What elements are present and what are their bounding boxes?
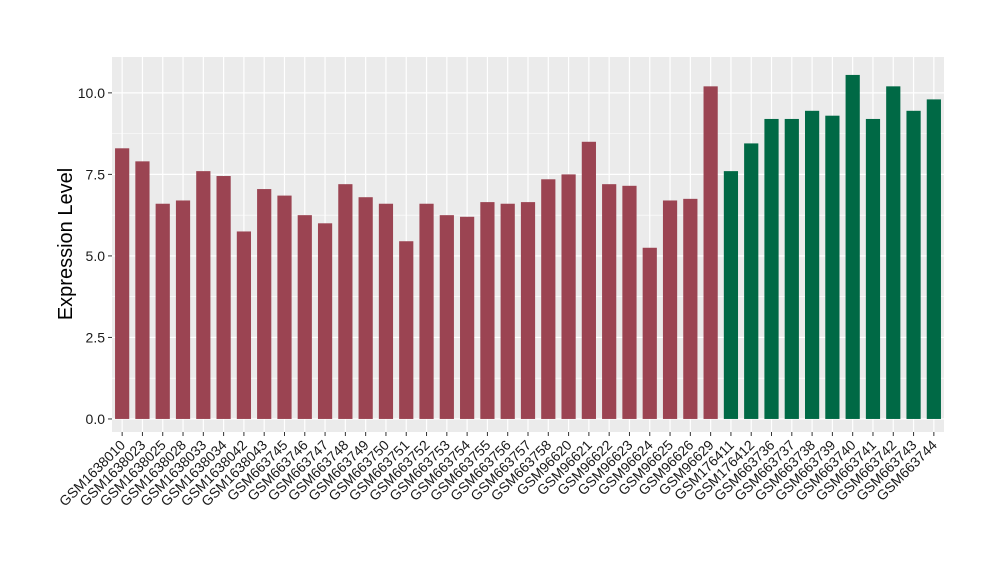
bar bbox=[419, 203, 434, 419]
bar bbox=[500, 203, 515, 419]
bar bbox=[155, 203, 170, 419]
bar bbox=[602, 184, 617, 419]
bar bbox=[439, 215, 454, 419]
bar bbox=[764, 118, 779, 419]
bar bbox=[115, 148, 130, 419]
bar bbox=[175, 200, 191, 419]
bar bbox=[135, 161, 150, 419]
bar bbox=[845, 74, 860, 419]
y-tick-label: 10.0 bbox=[78, 85, 105, 101]
bar bbox=[358, 197, 373, 419]
y-axis-title: Expression Level bbox=[55, 168, 77, 320]
bar bbox=[561, 174, 576, 419]
bar bbox=[622, 185, 637, 419]
bar bbox=[723, 171, 739, 419]
bar bbox=[865, 118, 881, 419]
bar bbox=[541, 179, 556, 419]
bar bbox=[317, 223, 333, 419]
bar bbox=[236, 231, 252, 419]
y-axis: 0.0 2.5 5.0 7.5 10.0 bbox=[78, 85, 112, 427]
bar bbox=[277, 195, 292, 419]
bar bbox=[520, 202, 536, 419]
bar bbox=[703, 86, 718, 419]
y-tick-label: 2.5 bbox=[86, 329, 106, 345]
bar bbox=[460, 216, 475, 419]
y-tick-label: 7.5 bbox=[86, 166, 106, 182]
bar bbox=[804, 110, 820, 419]
bar bbox=[825, 115, 840, 419]
x-axis: GSM1638010GSM1638023GSM1638025GSM1638028… bbox=[56, 432, 940, 509]
bar bbox=[297, 215, 312, 419]
bars bbox=[115, 74, 941, 419]
bar bbox=[378, 203, 394, 419]
bar bbox=[784, 118, 799, 419]
bar bbox=[926, 99, 941, 419]
bar bbox=[480, 202, 495, 419]
bar bbox=[196, 171, 211, 419]
bar bbox=[338, 184, 353, 419]
bar bbox=[257, 189, 272, 419]
bar bbox=[886, 86, 901, 419]
bar bbox=[683, 198, 698, 419]
bar bbox=[744, 143, 759, 419]
bar bbox=[581, 141, 596, 419]
y-tick-label: 0.0 bbox=[86, 411, 106, 427]
bar bbox=[642, 247, 657, 419]
y-tick-label: 5.0 bbox=[86, 248, 106, 264]
bar bbox=[216, 176, 231, 419]
bar bbox=[906, 110, 921, 419]
bar bbox=[662, 200, 678, 419]
bar bbox=[399, 241, 414, 419]
